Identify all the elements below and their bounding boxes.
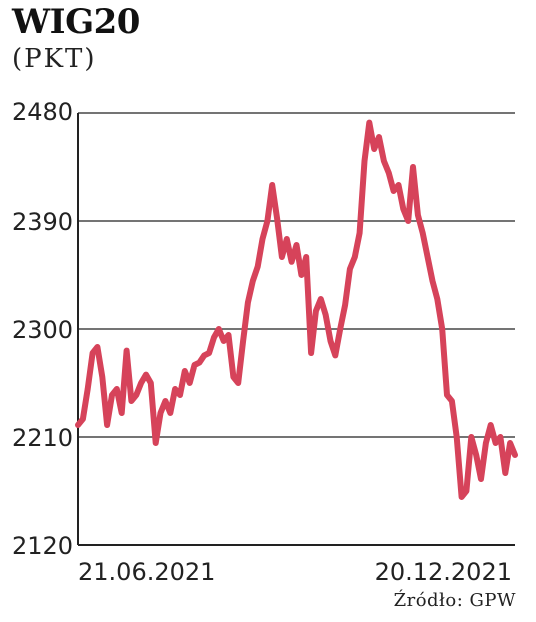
y-tick-label: 2120 [12,532,73,560]
axis-layer [77,113,515,546]
line-layer [75,119,518,500]
chart-unit: (PKT) [12,44,97,74]
source-note: Źródło: GPW [393,590,516,611]
y-tick-label: 2210 [12,424,73,452]
y-tick-label: 2390 [12,208,73,236]
chart-title: WIG20 [12,2,140,42]
x-tick-label: 20.12.2021 [375,558,512,586]
y-tick-label: 2300 [12,316,73,344]
y-tick-label: 2480 [12,98,73,126]
x-tick-label: 21.06.2021 [78,558,215,586]
series-line [75,119,518,500]
